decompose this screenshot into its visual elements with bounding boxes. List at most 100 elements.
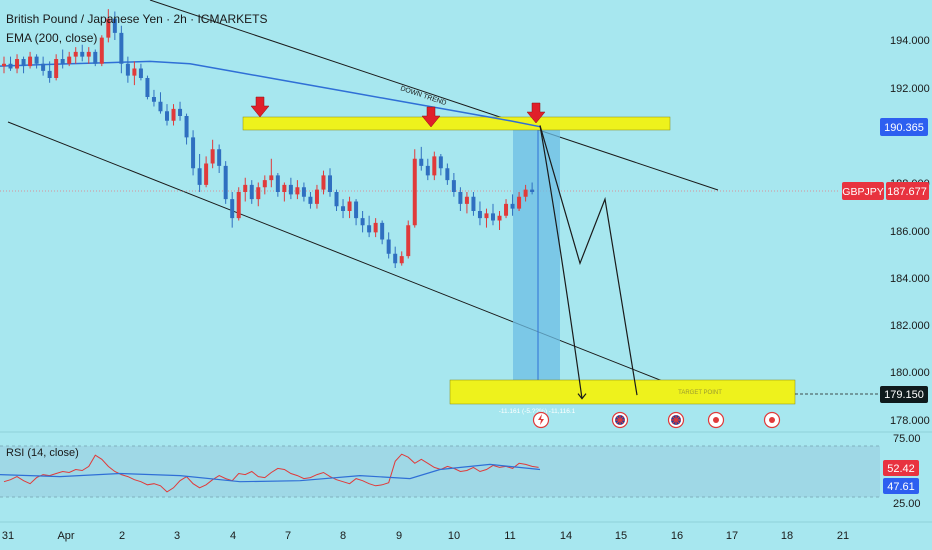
- time-tick: 7: [285, 530, 291, 542]
- candle-body: [165, 111, 169, 121]
- rsi-label: RSI (14, close): [6, 447, 79, 459]
- candle-body: [236, 192, 241, 219]
- candle-layer: [2, 9, 535, 268]
- rsi-line: [3, 453, 539, 493]
- candle-body: [184, 116, 189, 138]
- candle-body: [360, 218, 365, 226]
- candle-body: [367, 225, 372, 233]
- ema-line: [0, 60, 541, 128]
- candle-body: [171, 108, 176, 121]
- target-zone[interactable]: [449, 379, 796, 405]
- candle-body: [119, 32, 124, 64]
- current-price-value: 187.677: [887, 186, 927, 198]
- price-scale[interactable]: 194.000 192.000 188.000 186.000 184.000 …: [890, 35, 930, 427]
- candle-body: [197, 168, 202, 185]
- rsi-band: [0, 446, 880, 497]
- candle-body: [432, 156, 437, 176]
- projection-arrowhead: [577, 393, 587, 400]
- candle-body: [295, 187, 300, 195]
- symbol-tag: [842, 182, 884, 200]
- candle-body: [99, 37, 104, 64]
- candle-body: [523, 189, 528, 197]
- time-tick: 3: [174, 530, 180, 542]
- candle-body: [406, 225, 411, 257]
- candle-body: [223, 165, 228, 200]
- price-tick-184: 184.000: [890, 273, 930, 285]
- japan-flag-event-icon[interactable]: [707, 411, 725, 429]
- target-price-tag: [880, 386, 928, 403]
- candle-body: [484, 213, 489, 219]
- price-pane: [0, 0, 880, 432]
- arrow-marker-2[interactable]: [421, 106, 441, 128]
- candle-body: [93, 51, 98, 64]
- candle-body: [438, 156, 443, 169]
- ema-indicator-label[interactable]: EMA (200, close): [6, 31, 97, 45]
- candle-body: [145, 78, 150, 97]
- time-tick: 17: [726, 530, 738, 542]
- candle-body: [354, 201, 359, 219]
- ema-price-tag: [880, 118, 928, 136]
- candle-body: [321, 175, 326, 190]
- candle-body: [458, 192, 463, 204]
- candle-body: [191, 137, 196, 169]
- time-tick: Apr: [57, 530, 74, 542]
- candle-body: [464, 196, 469, 204]
- rsi-layer: [0, 453, 541, 493]
- candle-body: [28, 56, 33, 67]
- candle-body: [106, 18, 111, 38]
- resistance-zone[interactable]: [242, 116, 671, 131]
- rsi-blue-tag: [883, 478, 919, 494]
- candle-body: [477, 211, 482, 219]
- target-price-value: 179.150: [884, 389, 924, 401]
- projection-layer: [539, 125, 638, 400]
- japan-flag-event-icon-2[interactable]: [763, 411, 781, 429]
- chart-title[interactable]: British Pound / Japanese Yen · 2h · ICMA…: [6, 12, 267, 26]
- candle-body: [112, 18, 117, 33]
- rsi-red-value: 52.42: [887, 463, 915, 475]
- lightning-event-icon[interactable]: [532, 411, 550, 429]
- candle-body: [21, 59, 26, 67]
- uk-flag-event-icon-2[interactable]: [667, 411, 685, 429]
- candle-body: [386, 239, 391, 254]
- candle-body: [510, 203, 515, 209]
- time-tick: 16: [671, 530, 683, 542]
- ema-price-value: 190.365: [884, 122, 924, 134]
- candle-body: [530, 189, 535, 192]
- candle-body: [504, 203, 509, 216]
- candle-body: [347, 201, 352, 211]
- candle-body: [67, 56, 72, 64]
- time-tick: 2: [119, 530, 125, 542]
- trend-line-upper[interactable]: [149, 0, 719, 191]
- candle-body: [445, 168, 450, 181]
- candle-body: [275, 175, 280, 192]
- candle-body: [47, 70, 52, 78]
- candle-body: [334, 192, 339, 207]
- time-tick: 10: [448, 530, 460, 542]
- candle-body: [54, 59, 59, 78]
- candle-body: [497, 215, 502, 221]
- time-tick: 18: [781, 530, 793, 542]
- arrow-marker-3[interactable]: [526, 102, 546, 124]
- candle-body: [132, 68, 137, 76]
- candle-body: [419, 158, 424, 166]
- candle-body: [86, 51, 91, 57]
- price-tick-178: 178.000: [890, 415, 930, 427]
- time-axis[interactable]: 31 Apr 2 3 4 7 8 9 10 11 14 15 16 17 18 …: [2, 530, 849, 542]
- candle-body: [210, 149, 215, 164]
- candle-body: [243, 184, 248, 192]
- time-tick: 4: [230, 530, 236, 542]
- measure-range[interactable]: [513, 127, 560, 392]
- candle-body: [204, 163, 209, 185]
- uk-flag-event-icon[interactable]: [611, 411, 629, 429]
- measure-text: -11.161 (-5.??%) -11,116.1: [499, 408, 576, 415]
- time-tick: 11: [504, 530, 515, 542]
- candle-body: [517, 196, 522, 209]
- arrow-marker-1[interactable]: [250, 96, 270, 118]
- candle-body: [217, 149, 222, 166]
- price-tick-192: 192.000: [890, 83, 930, 95]
- candle-body: [34, 56, 39, 64]
- candle-body: [380, 222, 385, 240]
- candle-body: [314, 189, 319, 204]
